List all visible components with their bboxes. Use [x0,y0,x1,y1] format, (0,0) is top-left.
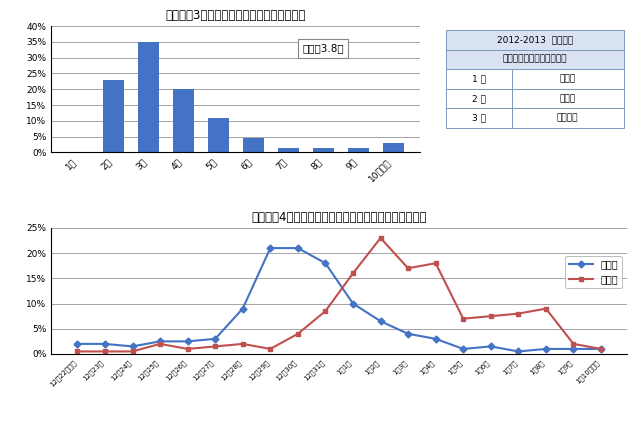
帰着日 [156,341,164,347]
帰着日 [515,311,522,316]
Bar [512,89,623,108]
帰着日 [597,346,605,351]
Bar [446,89,512,108]
Text: 北海道: 北海道 [559,74,576,83]
Bar [173,89,194,152]
Line: 帰着日: 帰着日 [75,236,604,354]
Bar [383,143,404,152]
出発日 [129,344,136,349]
出発日 [266,246,274,251]
Text: 2 位: 2 位 [472,94,486,103]
出発日 [239,306,246,311]
Text: 静岡県: 静岡県 [559,94,576,103]
出発日 [74,341,81,347]
帰着日 [487,313,495,319]
出発日 [460,346,467,351]
Bar [313,148,333,152]
出発日 [487,344,495,349]
Text: 旅行先ランキング（国内）: 旅行先ランキング（国内） [502,55,567,64]
帰着日 [294,331,301,336]
Bar [138,42,159,152]
帰着日 [266,346,274,351]
Bar [446,108,512,128]
出発日 [404,331,412,336]
Bar [446,49,623,69]
帰着日 [101,349,109,354]
帰着日 [184,346,191,351]
Title: （グラフ3）　国内旅行の旅行期間（予定）: （グラフ3） 国内旅行の旅行期間（予定） [166,9,306,22]
出発日 [156,339,164,344]
帰着日 [74,349,81,354]
Line: 出発日: 出発日 [75,246,604,354]
Text: 3 位: 3 位 [472,114,486,122]
出発日 [542,346,550,351]
帰着日 [570,341,577,347]
出発日 [211,336,219,341]
帰着日 [239,341,246,347]
Bar [278,148,299,152]
Bar [103,80,124,152]
Bar [446,30,623,49]
出発日 [597,346,605,351]
帰着日 [129,349,136,354]
帰着日 [432,260,440,266]
出発日 [294,246,301,251]
帰着日 [542,306,550,311]
Bar [512,69,623,89]
Legend: 出発日, 帰着日: 出発日, 帰着日 [565,256,622,288]
出発日 [377,319,385,324]
帰着日 [460,316,467,321]
出発日 [184,339,191,344]
出発日 [570,346,577,351]
Text: 平均：3.8日: 平均：3.8日 [302,43,344,53]
帰着日 [349,271,357,276]
帰着日 [377,236,385,241]
帰着日 [404,266,412,271]
Bar [208,118,229,152]
Bar [512,108,623,128]
Bar [348,148,369,152]
Text: 1 位: 1 位 [472,74,486,83]
出発日 [349,301,357,306]
Text: 2012-2013  年末年始: 2012-2013 年末年始 [497,35,573,44]
帰着日 [211,344,219,349]
出発日 [321,260,329,266]
Bar [243,138,264,152]
出発日 [432,336,440,341]
Text: 神奈川県: 神奈川県 [557,114,579,122]
Title: （グラフ4）　国内旅行・帰省予定者の出発日と帰着日: （グラフ4） 国内旅行・帰省予定者の出発日と帰着日 [252,211,427,224]
Bar [446,69,512,89]
帰着日 [321,309,329,314]
出発日 [515,349,522,354]
出発日 [101,341,109,347]
